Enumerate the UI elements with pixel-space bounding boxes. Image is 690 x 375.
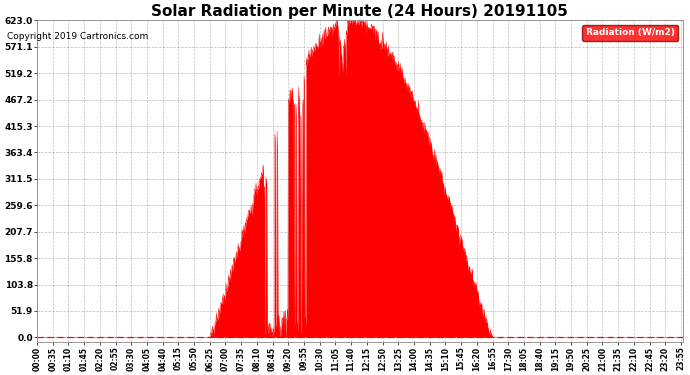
Title: Solar Radiation per Minute (24 Hours) 20191105: Solar Radiation per Minute (24 Hours) 20… xyxy=(151,4,569,19)
Legend: Radiation (W/m2): Radiation (W/m2) xyxy=(582,25,678,41)
Text: Copyright 2019 Cartronics.com: Copyright 2019 Cartronics.com xyxy=(7,32,148,41)
